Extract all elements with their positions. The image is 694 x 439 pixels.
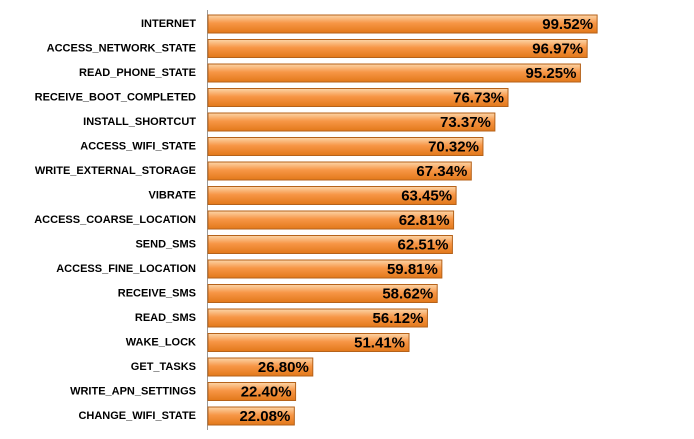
bar (207, 161, 472, 181)
bar (207, 112, 496, 132)
bar (207, 382, 297, 401)
bar (207, 14, 598, 34)
category-label: READ_SMS (135, 312, 196, 324)
bar (207, 357, 314, 377)
category-label: READ_PHONE_STATE (79, 67, 196, 79)
bar (207, 186, 457, 205)
category-label: RECEIVE_SMS (118, 287, 196, 299)
bar (207, 137, 484, 156)
value-label: 67.34% (416, 163, 467, 180)
value-label: 51.41% (354, 334, 405, 351)
category-label: ACCESS_WIFI_STATE (80, 140, 196, 152)
value-label: 95.25% (526, 65, 577, 82)
value-label: 22.08% (239, 408, 290, 425)
value-label: 70.32% (428, 138, 479, 155)
bar (207, 406, 295, 426)
bar (207, 333, 410, 352)
category-label: WRITE_EXTERNAL_STORAGE (35, 165, 196, 177)
category-label: RECEIVE_BOOT_COMPLETED (35, 91, 196, 103)
bar (207, 63, 581, 83)
value-label: 63.45% (401, 187, 452, 204)
category-label: GET_TASKS (131, 361, 196, 373)
bar (207, 235, 453, 254)
bar (207, 210, 455, 230)
category-label: SEND_SMS (135, 238, 196, 250)
category-label: CHANGE_WIFI_STATE (78, 410, 196, 422)
bar (207, 308, 428, 328)
category-label: ACCESS_FINE_LOCATION (56, 263, 196, 275)
bar (207, 259, 443, 279)
value-label: 96.97% (532, 40, 583, 57)
value-label: 99.52% (542, 16, 593, 33)
value-label: 62.51% (398, 236, 449, 253)
category-label: VIBRATE (149, 189, 196, 201)
value-label: 73.37% (440, 114, 491, 131)
value-label: 59.81% (387, 261, 438, 278)
value-label: 58.62% (382, 285, 433, 302)
category-label: WAKE_LOCK (126, 336, 196, 348)
category-label: ACCESS_COARSE_LOCATION (34, 214, 196, 226)
value-label: 26.80% (258, 359, 309, 376)
bar (207, 88, 509, 107)
value-label: 62.81% (399, 212, 450, 229)
value-label: 22.40% (241, 383, 292, 400)
bar (207, 284, 438, 303)
category-label: INTERNET (141, 18, 196, 30)
category-label: INSTALL_SHORTCUT (83, 116, 196, 128)
bar (207, 39, 588, 58)
value-label: 76.73% (453, 89, 504, 106)
category-label: ACCESS_NETWORK_STATE (47, 42, 196, 54)
value-label: 56.12% (373, 310, 424, 327)
category-label: WRITE_APN_SETTINGS (70, 385, 196, 397)
